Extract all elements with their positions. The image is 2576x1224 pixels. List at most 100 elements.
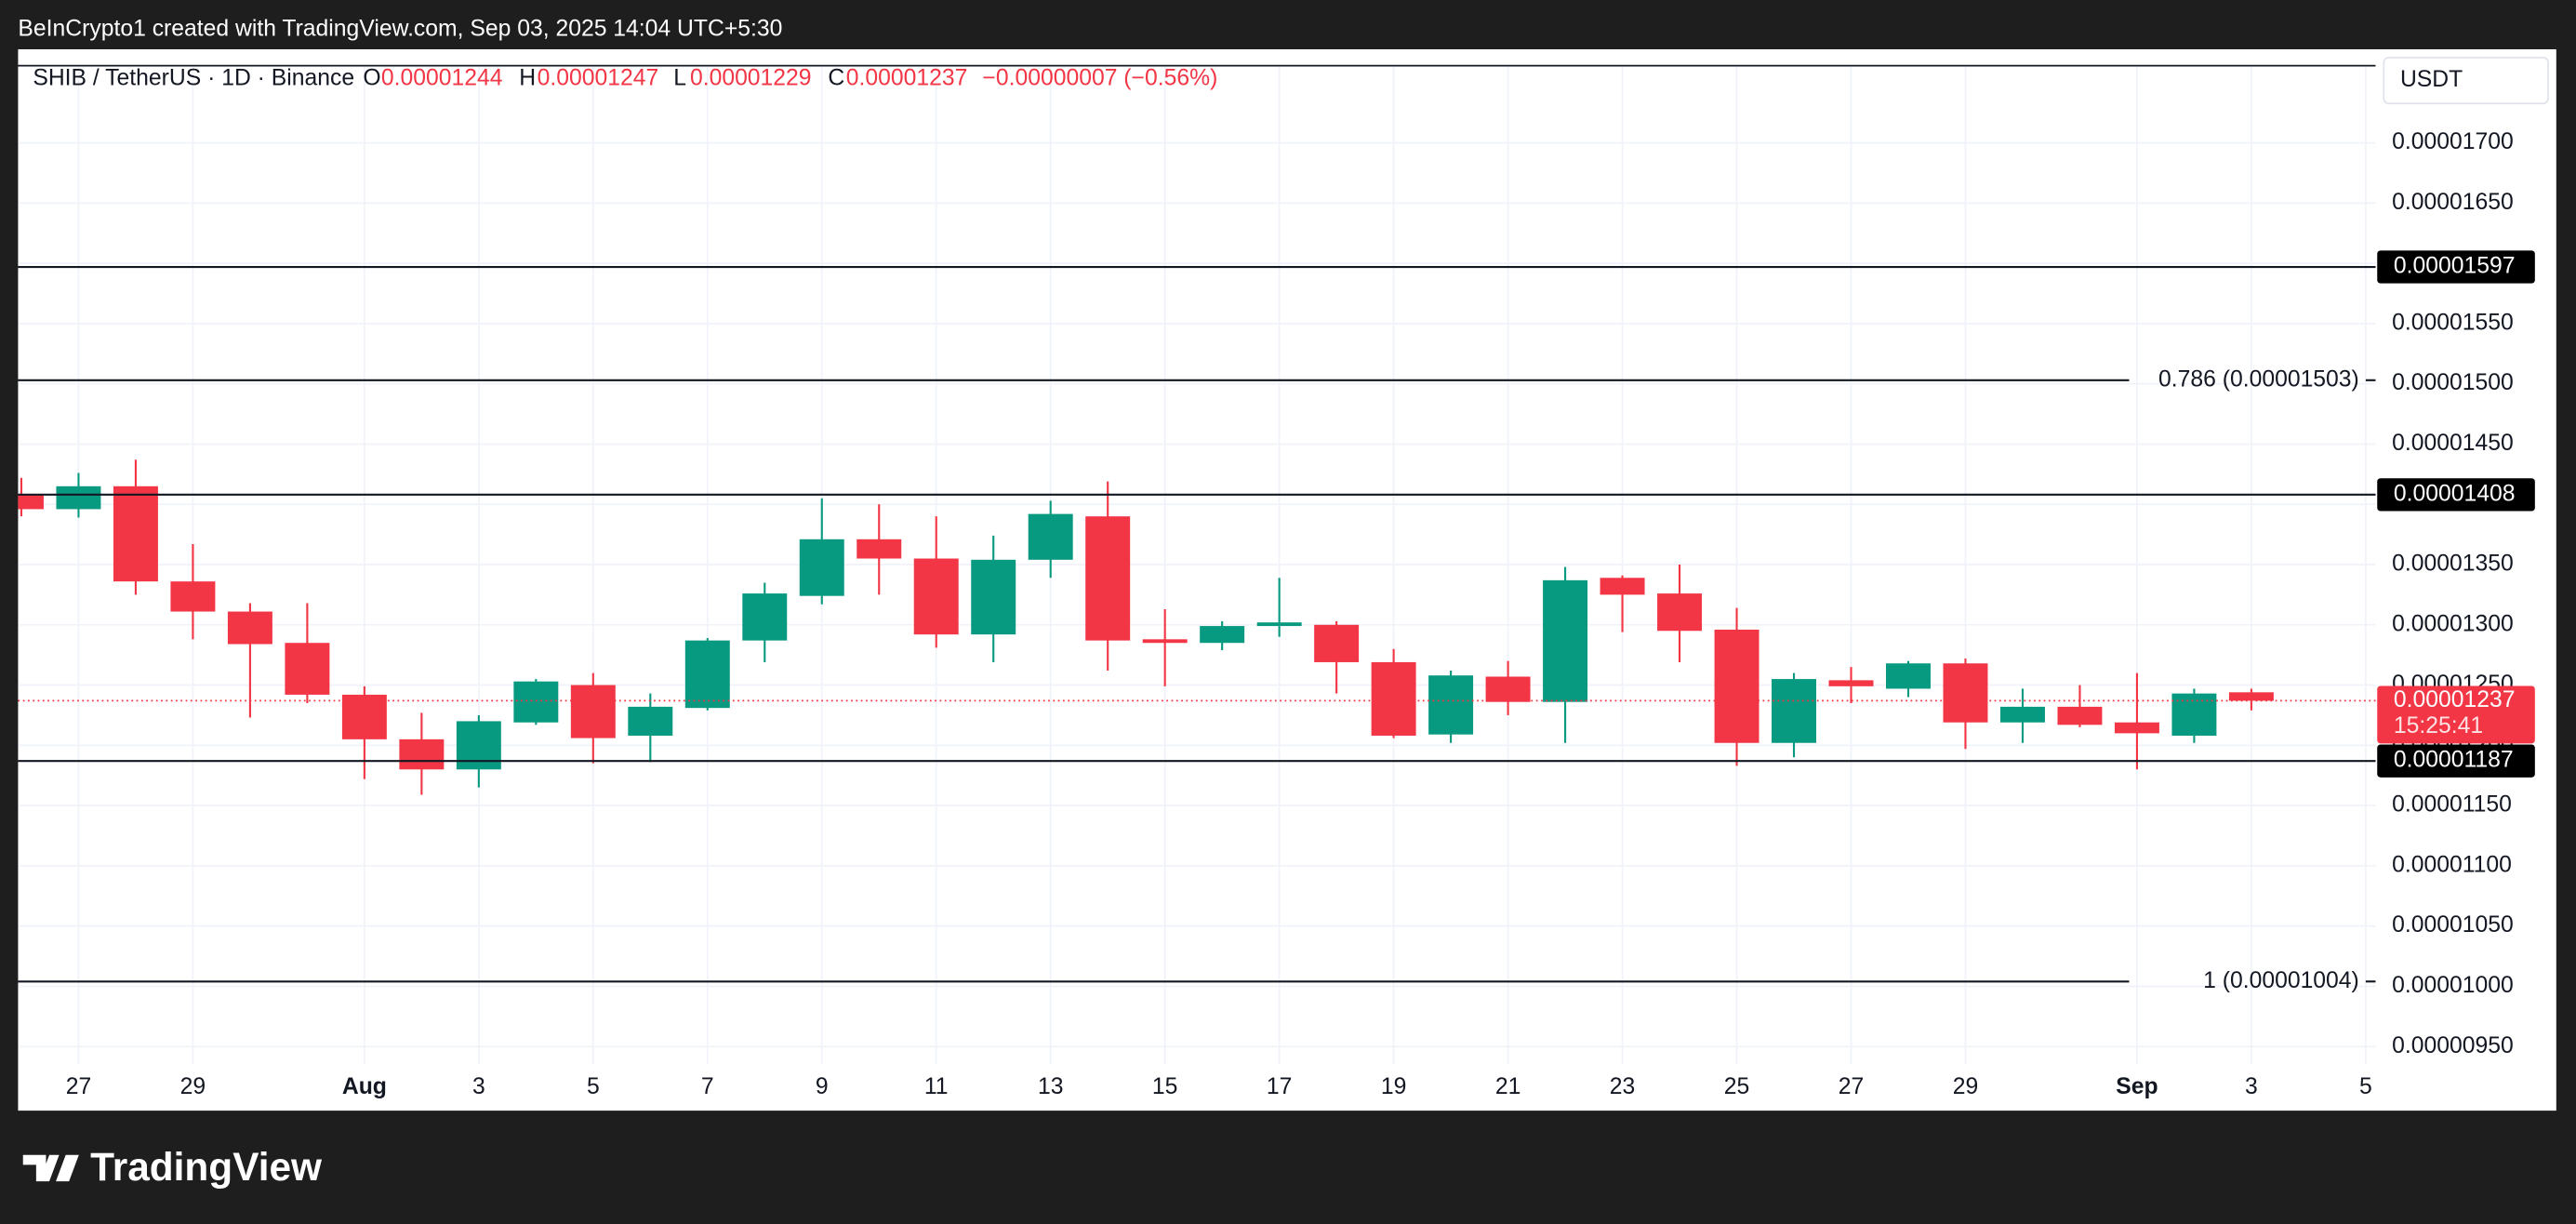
- candle-body: [799, 539, 844, 596]
- candle-body: [1028, 513, 1073, 560]
- candle-body: [1600, 578, 1645, 595]
- candle-body: [1828, 680, 1874, 686]
- legend-h: H: [519, 65, 536, 90]
- overlay: 0.00000950 0.00001000 0.00001050 0.00001100…: [18, 129, 2535, 1099]
- candle-body: [1886, 663, 1931, 689]
- chart-panel: [18, 48, 2556, 1111]
- candle-body: [971, 559, 1016, 635]
- y-tick-label: 0.00001500: [2392, 370, 2514, 395]
- level-label: 0.00001187: [2394, 748, 2514, 773]
- legend-change: −0.00000007 (−0.56%): [982, 65, 1217, 90]
- candle-body: [1543, 579, 1588, 702]
- x-tick-label: Aug: [342, 1074, 387, 1099]
- candle-body: [684, 640, 730, 709]
- x-tick-label: 21: [1495, 1074, 1521, 1099]
- x-tick-label: 27: [1839, 1074, 1865, 1099]
- candle-body: [399, 738, 445, 770]
- candle-body: [1142, 639, 1188, 644]
- x-tick-label: 3: [472, 1074, 485, 1099]
- x-tick-label: 27: [66, 1074, 92, 1099]
- candle-body: [570, 685, 616, 738]
- y-tick-label: 0.00001050: [2392, 912, 2514, 938]
- candle-body: [856, 539, 902, 559]
- x-tick-label: 19: [1381, 1074, 1407, 1099]
- candle-body: [2114, 722, 2159, 734]
- last-price-box: [2377, 685, 2535, 744]
- candle-body: [341, 694, 387, 739]
- level-box: [2377, 478, 2535, 512]
- legend-o: O: [363, 65, 380, 90]
- candle-body: [2228, 692, 2274, 701]
- x-tick-label: 5: [2359, 1074, 2372, 1099]
- x-tick-label: 17: [1267, 1074, 1293, 1099]
- candle-body: [2171, 693, 2217, 736]
- symbol-title: SHIB / TetherUS · 1D · Binance: [33, 65, 354, 90]
- x-tick-label: 3: [2245, 1074, 2258, 1099]
- candle-body: [1085, 516, 1131, 641]
- candle-body: [913, 558, 959, 635]
- candle-body: [1943, 663, 1988, 723]
- logo-text: TradingView: [90, 1145, 323, 1189]
- candle-body: [1999, 706, 2045, 723]
- x-tick-label: 15: [1152, 1074, 1178, 1099]
- unit-label: USDT: [2400, 67, 2463, 92]
- candle-body: [1200, 626, 1245, 644]
- candle-body: [1256, 622, 1302, 627]
- y-tick-label: 0.00001000: [2392, 973, 2514, 998]
- candle-body: [456, 721, 501, 770]
- x-tick-label: 13: [1038, 1074, 1064, 1099]
- legend-l: L: [673, 65, 686, 90]
- level-label: 0.786 (0.00001503): [2158, 366, 2359, 392]
- candle-body: [1428, 675, 1474, 735]
- legend-low: 0.00001229: [690, 65, 812, 90]
- legend-open: 0.00001244: [381, 65, 503, 90]
- grid: [18, 65, 2376, 1065]
- y-tick-label: 0.00001700: [2392, 129, 2514, 154]
- candle-body: [628, 706, 673, 736]
- legend-c: C: [828, 65, 844, 90]
- level-label: 0.00001408: [2394, 481, 2516, 506]
- x-tick-label: 29: [180, 1074, 206, 1099]
- y-tick-label: 0.00001550: [2392, 310, 2514, 335]
- x-tick-label: 11: [924, 1074, 949, 1099]
- candle-body: [56, 486, 101, 510]
- candle-body: [1772, 679, 1817, 743]
- footer-logo: TradingView: [22, 1145, 323, 1189]
- y-tick-label: 0.00001300: [2392, 611, 2514, 636]
- x-tick-label: 25: [1724, 1074, 1750, 1099]
- candle-body: [1657, 593, 1703, 632]
- legend-high: 0.00001247: [538, 65, 659, 90]
- x-tick-label: 23: [1610, 1074, 1636, 1099]
- legend-close: 0.00001237: [846, 65, 968, 90]
- level-label: 0.00001597: [2394, 254, 2516, 279]
- level-box: [2377, 250, 2535, 284]
- candle-body: [113, 486, 158, 582]
- candle-body: [2057, 706, 2103, 725]
- countdown-label: 15:25:41: [2394, 713, 2483, 738]
- x-tick-label: 5: [587, 1074, 600, 1099]
- candle-body: [513, 681, 559, 723]
- y-tick-label: 0.00001350: [2392, 552, 2514, 577]
- x-tick-label: 9: [816, 1074, 829, 1099]
- y-tick-label: 0.00000950: [2392, 1033, 2514, 1058]
- y-tick-label: 0.00001150: [2392, 792, 2512, 818]
- x-tick-label: Sep: [2116, 1074, 2158, 1099]
- unit-box: [2383, 56, 2549, 105]
- x-tick-label: 7: [701, 1074, 714, 1099]
- candle-body: [742, 593, 788, 641]
- logo-icon: [22, 1154, 79, 1182]
- y-tick-label: 0.00001100: [2392, 852, 2512, 877]
- candle-body: [170, 581, 216, 612]
- last-price-label: 0.00001237: [2394, 687, 2516, 712]
- caption: BeInCrypto1 created with TradingView.com…: [18, 16, 782, 41]
- candle-body: [1714, 629, 1759, 743]
- level-box: [2377, 744, 2535, 778]
- candle-body: [1485, 676, 1531, 702]
- candles: [18, 459, 2274, 795]
- candle-body: [285, 643, 330, 695]
- candle-body: [1314, 624, 1360, 662]
- candle-body: [1371, 661, 1416, 736]
- candle-body: [18, 494, 44, 510]
